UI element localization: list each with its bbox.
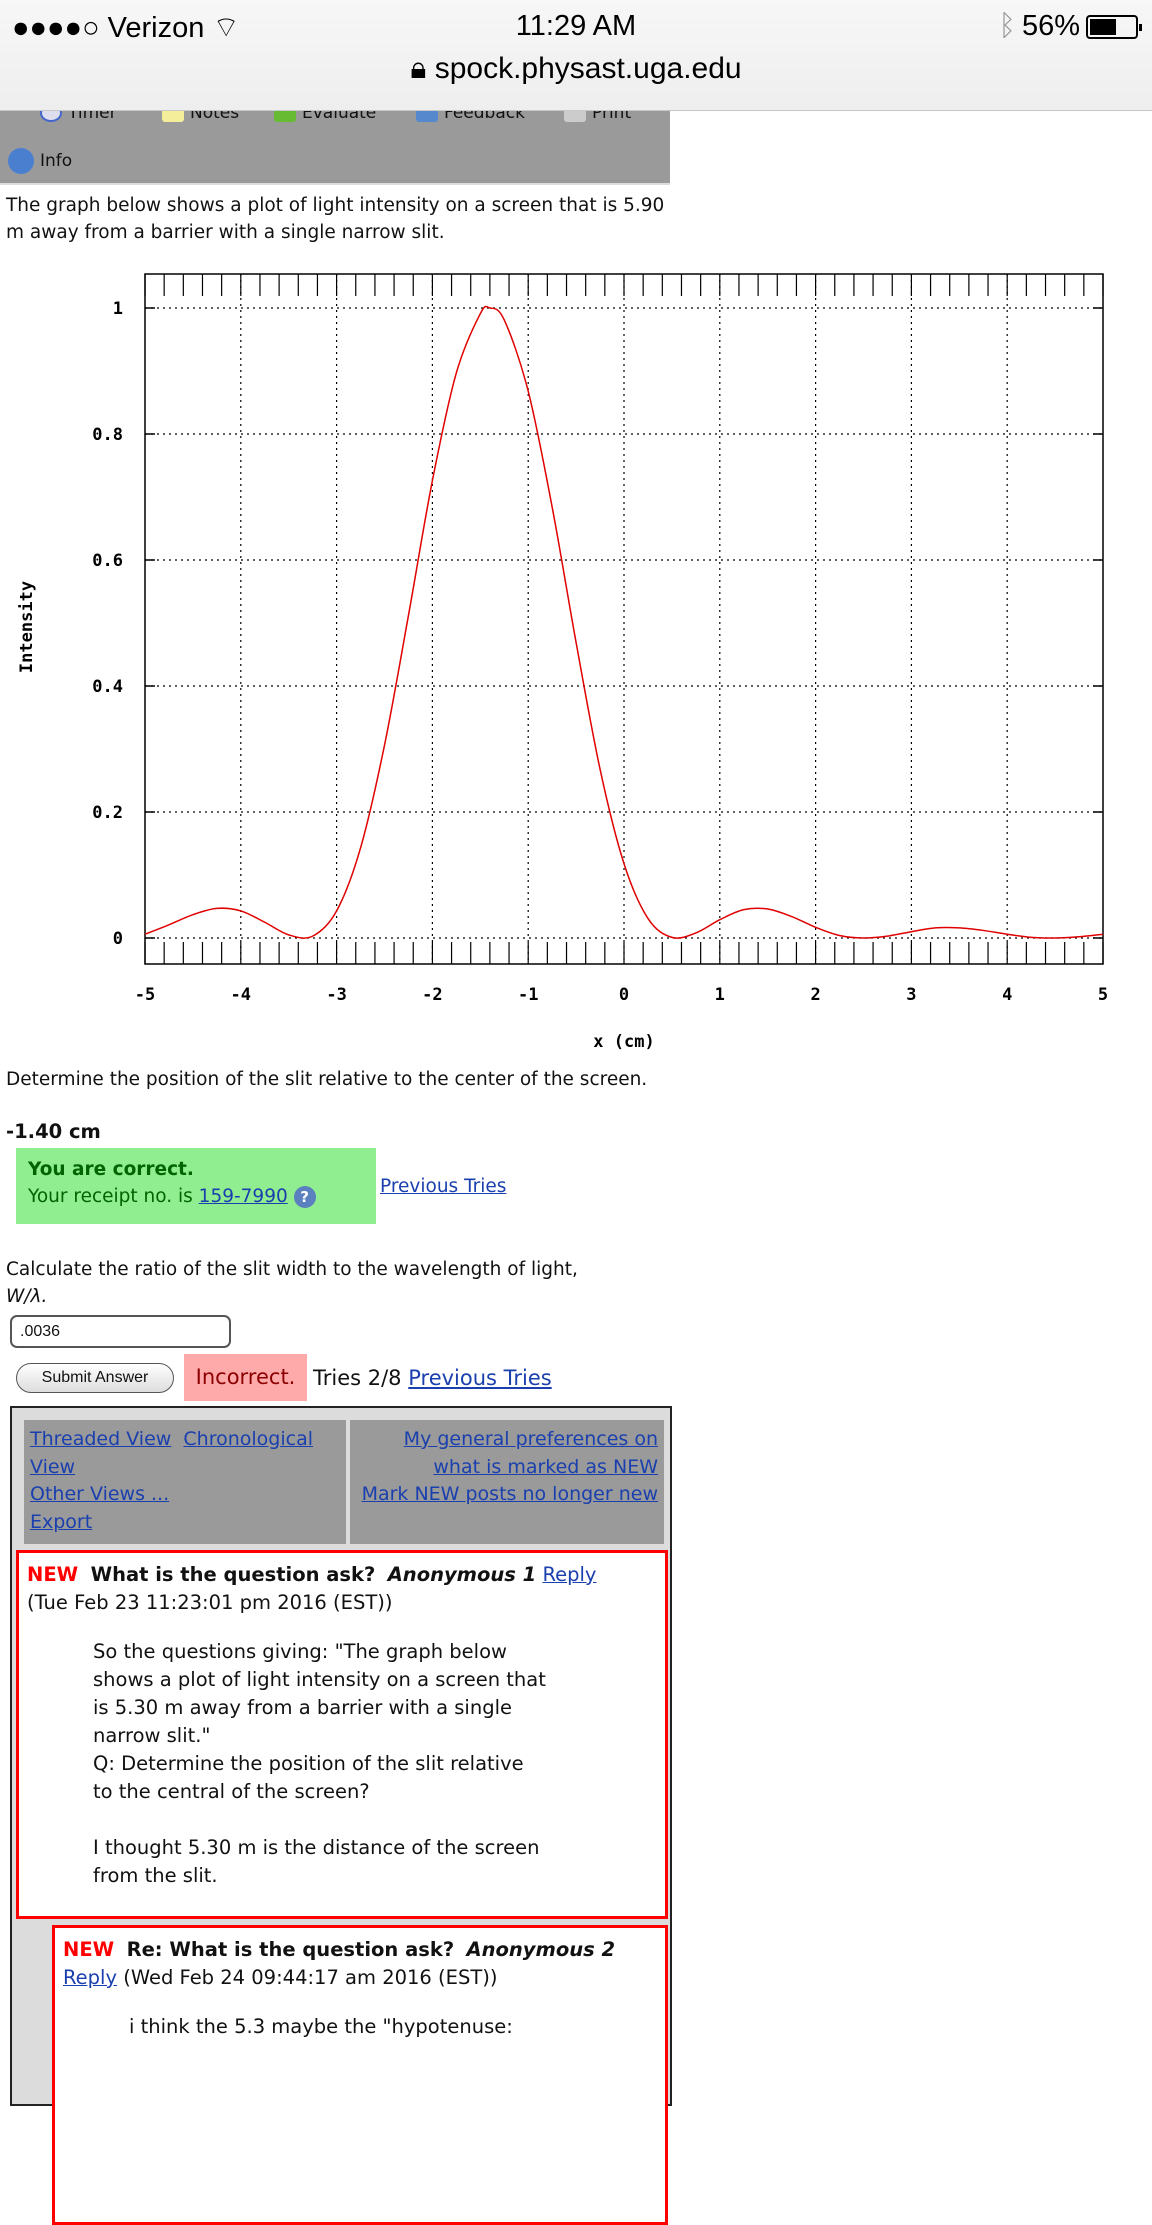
carrier-name: Verizon [107, 12, 205, 44]
post-paragraph: Q: Determine the position of the slit re… [93, 1752, 524, 1803]
submit-answer-button[interactable]: Submit Answer [16, 1363, 174, 1393]
question1-prompt: Determine the position of the slit relat… [6, 1069, 648, 1090]
other-views-link[interactable]: Other Views ... [30, 1483, 170, 1505]
x-tick-label: -2 [422, 985, 442, 1005]
intensity-chart: -5 -4 -3 -2 -1 0 1 2 3 4 5 0 0.2 0.4 0.6 0.8 1 Intensity x… [17, 273, 1108, 1052]
y-tick-label: 1 [113, 299, 123, 319]
toolbar-info[interactable]: Info [8, 148, 72, 174]
carrier: ●●●●○ Verizon ︎⌔ [12, 10, 240, 46]
mark-read-link[interactable]: Mark NEW posts no longer new [361, 1483, 658, 1505]
help-icon[interactable]: ? [293, 1186, 316, 1208]
post-title: What is the question ask? [90, 1563, 376, 1586]
y-axis-label: Intensity [17, 581, 37, 673]
x-tick-label: 4 [1002, 985, 1012, 1005]
preferences-link[interactable]: My general preferences on what is marked… [403, 1428, 658, 1478]
new-badge: NEW [27, 1563, 79, 1586]
threaded-view-link[interactable]: Threaded View [30, 1428, 172, 1450]
battery: ᛒ 56% [998, 10, 1142, 43]
info-icon [8, 148, 34, 174]
lock-icon: 🔒︎ [410, 52, 427, 85]
question1-answer: -1.40 cm [6, 1120, 101, 1143]
reply-link[interactable]: Reply [542, 1563, 597, 1586]
post-paragraph: i think the 5.3 maybe the "hypotenuse: [129, 2015, 513, 2038]
post-header: NEW What is the question ask? Anonymous … [27, 1561, 657, 1617]
x-tick-label: 2 [810, 985, 820, 1005]
wifi-icon: ︎⌔ [212, 12, 240, 44]
post-1: NEW What is the question ask? Anonymous … [16, 1550, 668, 1919]
x-tick-label: -1 [518, 985, 538, 1005]
address-bar[interactable]: 🔒︎ spock.physast.uga.edu [0, 52, 1152, 86]
y-tick-label: 0.6 [92, 551, 123, 571]
question2-prompt: Calculate the ratio of the slit width to… [6, 1256, 686, 1310]
post-paragraph: So the questions giving: "The graph belo… [93, 1640, 546, 1747]
y-tick-label: 0.4 [92, 677, 123, 697]
tries-count: Tries 2/8 [313, 1366, 402, 1390]
view-options: Threaded View Chronological View Other V… [24, 1420, 346, 1544]
x-tick-label: 1 [715, 985, 725, 1005]
clock: 11:29 AM [515, 10, 637, 42]
new-options: My general preferences on what is marked… [350, 1420, 664, 1544]
intensity-curve [144, 305, 1104, 939]
toolbar-label: Info [40, 151, 73, 171]
url-text: spock.physast.uga.edu [434, 52, 742, 85]
x-tick-label: -3 [326, 985, 346, 1005]
correct-feedback: You are correct. Your receipt no. is 159… [16, 1148, 376, 1224]
post-author: Anonymous 2 [466, 1938, 616, 1961]
x-tick-label: -5 [135, 985, 155, 1005]
post-body: i think the 5.3 maybe the "hypotenuse: [63, 2013, 563, 2041]
receipt-link[interactable]: 159-7990 [198, 1186, 288, 1207]
post-header: NEW Re: What is the question ask? Anonym… [63, 1936, 657, 1992]
ios-status-bar: ●●●●○ Verizon ︎⌔ 11:29 AM ᛒ 56% 🔒︎ spock.… [0, 0, 1152, 111]
discussion-forum: Threaded View Chronological View Other V… [10, 1406, 672, 2225]
tries-row: Tries 2/8 Previous Tries [313, 1366, 552, 1390]
new-badge: NEW [63, 1938, 115, 1961]
x-axis-label: x (cm) [593, 1032, 654, 1052]
question2-text: Calculate the ratio of the slit width to… [6, 1259, 578, 1280]
post-date: (Wed Feb 24 09:44:17 am 2016 (EST)) [123, 1966, 498, 1989]
reply-link[interactable]: Reply [63, 1966, 118, 1989]
post-author: Anonymous 1 [387, 1563, 537, 1586]
x-tick-label: 5 [1098, 985, 1108, 1005]
receipt-label: Your receipt no. is [28, 1186, 199, 1207]
bluetooth-icon: ᛒ [998, 10, 1016, 42]
x-tick-label: 0 [619, 985, 629, 1005]
signal-dots-icon: ●●●●○ [12, 12, 108, 44]
x-tick-label: 3 [906, 985, 916, 1005]
battery-percent: 56% [1021, 10, 1080, 42]
ratio-symbol: W/λ. [6, 1286, 48, 1307]
chronological-view-link[interactable]: Chronological View [30, 1428, 314, 1478]
incorrect-status: Incorrect. [184, 1354, 307, 1401]
previous-tries-link-1[interactable]: Previous Tries [380, 1176, 507, 1197]
post-2: NEW Re: What is the question ask? Anonym… [52, 1925, 668, 2225]
correct-status: You are correct. [28, 1159, 194, 1180]
y-tick-label: 0.2 [92, 803, 123, 823]
question-intro: The graph below shows a plot of light in… [6, 195, 665, 243]
post-paragraph: I thought 5.30 m is the distance of the … [93, 1836, 540, 1887]
y-tick-label: 0 [113, 929, 123, 949]
export-link[interactable]: Export [30, 1510, 93, 1533]
x-tick-label: -4 [231, 985, 251, 1005]
post-date: (Tue Feb 23 11:23:01 pm 2016 (EST)) [27, 1591, 393, 1614]
previous-tries-link-2[interactable]: Previous Tries [408, 1366, 552, 1390]
post-body: So the questions giving: "The graph belo… [27, 1638, 547, 1890]
answer-input[interactable]: .0036 [10, 1315, 231, 1348]
post-title: Re: What is the question ask? [126, 1938, 455, 1961]
y-tick-label: 0.8 [92, 425, 123, 445]
battery-icon [1086, 14, 1142, 39]
